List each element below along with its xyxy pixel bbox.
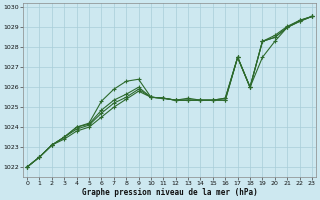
- X-axis label: Graphe pression niveau de la mer (hPa): Graphe pression niveau de la mer (hPa): [82, 188, 257, 197]
